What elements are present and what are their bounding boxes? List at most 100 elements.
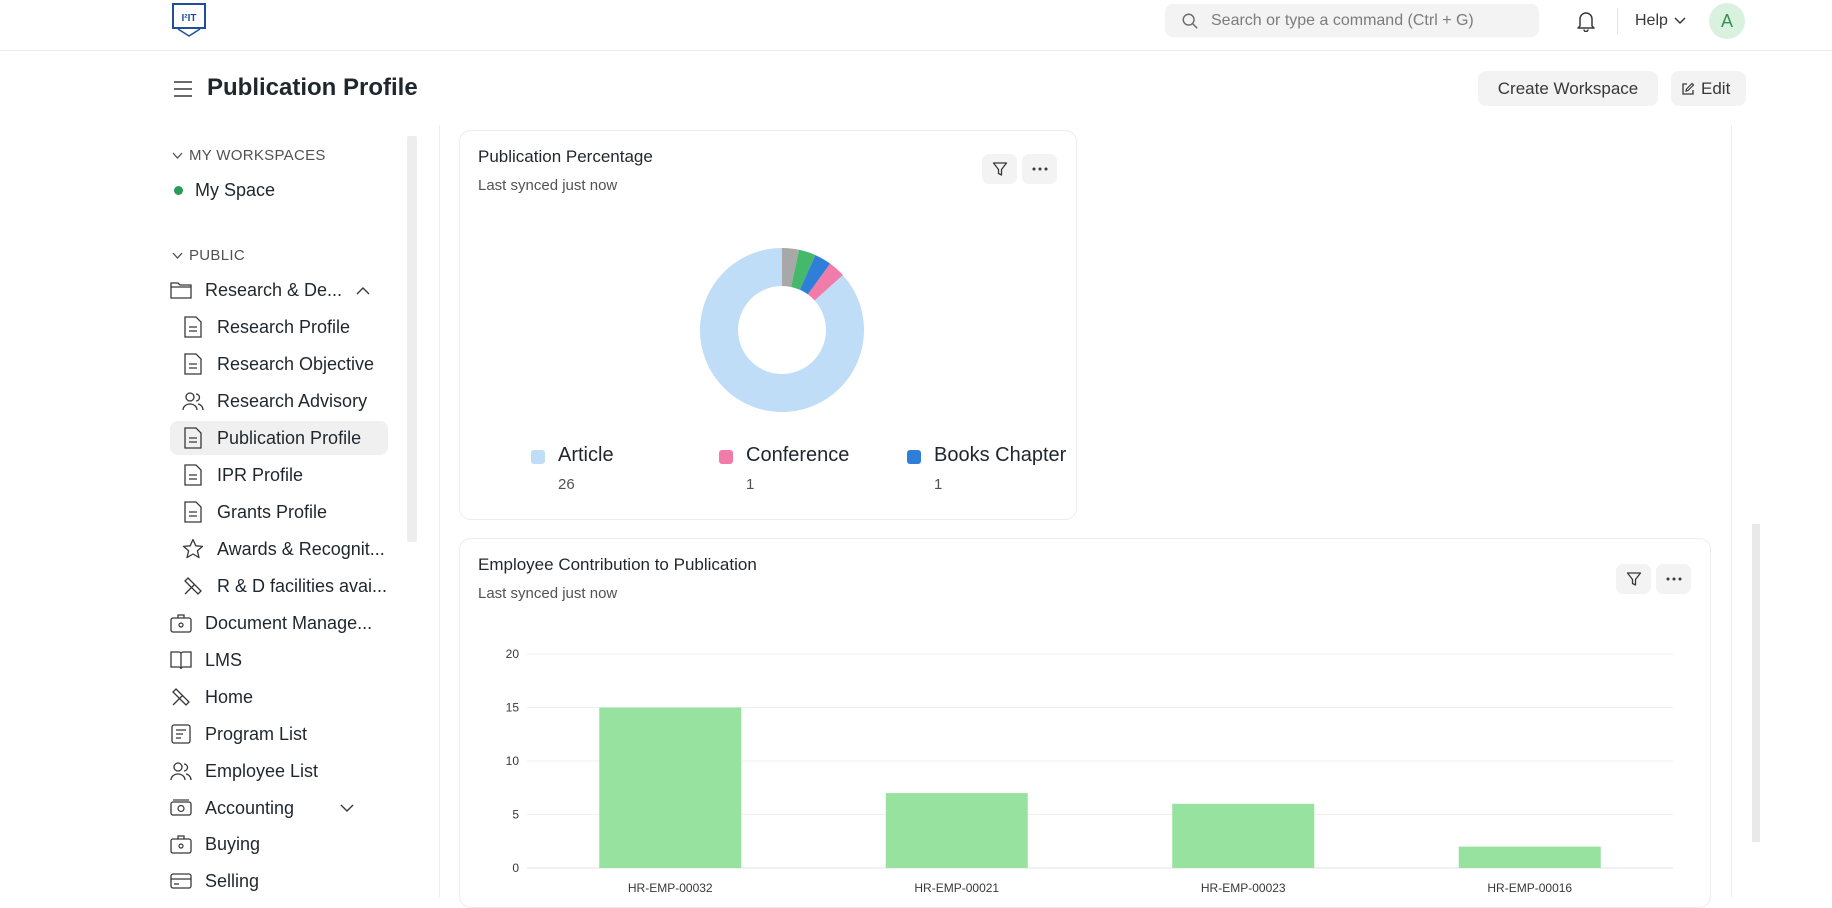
navbar-divider: [1617, 8, 1618, 34]
create-workspace-button[interactable]: Create Workspace: [1478, 71, 1658, 106]
file-icon: [182, 316, 204, 338]
search-placeholder[interactable]: Search or type a command (Ctrl + G): [1211, 11, 1474, 29]
workspace-dot-icon: [174, 185, 183, 195]
card-subtitle: Last synced just now: [478, 585, 618, 602]
sidebar-item-label: LMS: [205, 649, 243, 670]
chevron-up-icon[interactable]: [356, 286, 370, 295]
sidebar-item-label: Research Advisory: [217, 390, 368, 411]
sidebar-item-home[interactable]: Home: [170, 680, 253, 714]
card-icon: [170, 870, 192, 892]
edit-label: Edit: [1701, 78, 1731, 98]
sidebar-item-accounting[interactable]: Accounting: [170, 791, 410, 825]
sidebar: MY WORKSPACES My Space PUBLIC Research &…: [160, 125, 422, 897]
create-workspace-label: Create Workspace: [1497, 78, 1639, 98]
sidebar-item-publication-profile[interactable]: Publication Profile: [170, 421, 388, 455]
content-right-divider: [1731, 125, 1732, 897]
sidebar-item-document-management[interactable]: Document Manage...: [170, 606, 372, 640]
sidebar-item-label: My Space: [195, 179, 276, 200]
page-scrollbar[interactable]: [1752, 524, 1760, 842]
notification-bell-icon[interactable]: [1576, 10, 1596, 32]
y-tick-label: 10: [506, 754, 520, 768]
sidebar-item-label: IPR Profile: [217, 464, 304, 485]
sidebar-item-grants-profile[interactable]: Grants Profile: [170, 495, 327, 529]
y-tick-label: 5: [512, 808, 519, 822]
avatar-initial: A: [1720, 10, 1733, 31]
legend-value: 1: [746, 476, 755, 493]
sidebar-item-buying[interactable]: Buying: [170, 827, 260, 861]
sidebar-item-employee-list[interactable]: Employee List: [170, 754, 318, 788]
x-tick-label: HR-EMP-00016: [1487, 881, 1572, 895]
y-tick-label: 20: [506, 647, 520, 661]
sidebar-item-rd-facilities[interactable]: R & D facilities avai...: [170, 569, 387, 603]
filter-icon: [992, 162, 1007, 176]
user-avatar[interactable]: A: [1709, 3, 1745, 39]
users-icon: [170, 760, 192, 782]
help-label: Help: [1635, 12, 1668, 29]
publication-percentage-card: Publication Percentage Last synced just …: [459, 130, 1077, 520]
file-icon: [182, 501, 204, 523]
employee-contribution-bar-chart: 0 5 10 15 20 HR-EMP-00032 HR-EMP-00021 HR-EMP-0…: [506, 647, 1673, 895]
legend-label: Books Chapter: [934, 444, 1067, 466]
pie-slice-other-2[interactable]: [782, 248, 800, 287]
public-label: PUBLIC: [189, 247, 245, 264]
chevron-down-icon[interactable]: [340, 804, 354, 813]
bar-hr-emp-00021[interactable]: [885, 793, 1028, 868]
sidebar-item-selling[interactable]: Selling: [170, 864, 259, 897]
sidebar-item-lms[interactable]: LMS: [170, 643, 242, 677]
sidebar-item-label: Awards & Recognit...: [217, 538, 385, 559]
brand-logo[interactable]: I²IT: [172, 3, 206, 39]
bar-hr-emp-00016[interactable]: [1458, 846, 1601, 868]
more-options-button[interactable]: [1022, 154, 1057, 184]
chevron-down-icon: [172, 152, 183, 159]
pie-slice-other-1[interactable]: [791, 249, 816, 290]
more-options-button[interactable]: [1656, 564, 1691, 594]
sidebar-scrollbar[interactable]: [407, 136, 417, 542]
edit-button[interactable]: Edit: [1671, 71, 1746, 106]
filter-icon: [1626, 572, 1641, 586]
sidebar-item-label: Publication Profile: [217, 427, 362, 448]
tools-icon: [182, 575, 204, 597]
chevron-down-icon: [172, 252, 183, 259]
card-title: Publication Percentage: [478, 147, 653, 166]
legend-value: 26: [558, 476, 575, 493]
sidebar-item-ipr-profile[interactable]: IPR Profile: [170, 458, 303, 492]
sidebar-item-research-advisory[interactable]: Research Advisory: [170, 384, 367, 418]
sidebar-item-research-objective[interactable]: Research Objective: [170, 347, 374, 381]
pie-slice-article[interactable]: [700, 248, 864, 412]
x-tick-label: HR-EMP-00021: [914, 881, 999, 895]
card-title: Employee Contribution to Publication: [478, 555, 757, 574]
sidebar-item-label: R & D facilities avai...: [217, 575, 388, 596]
sidebar-divider: [439, 125, 440, 897]
sidebar-item-label: Program List: [205, 723, 308, 744]
sidebar-item-research-development[interactable]: Research & De...: [170, 273, 410, 307]
briefcase-icon: [170, 612, 192, 634]
list-icon: [170, 723, 192, 745]
pie-slice-conference[interactable]: [807, 263, 843, 301]
my-workspaces-header[interactable]: MY WORKSPACES: [172, 147, 326, 164]
help-dropdown[interactable]: Help: [1635, 12, 1686, 30]
y-tick-label: 0: [512, 861, 519, 875]
legend-label: Article: [558, 444, 614, 466]
chevron-down-icon: [1674, 17, 1686, 25]
sidebar-item-program-list[interactable]: Program List: [170, 717, 307, 751]
sidebar-item-my-space[interactable]: My Space: [170, 173, 275, 207]
pie-slice-books-chapter[interactable]: [799, 255, 831, 295]
hamburger-menu-icon[interactable]: [173, 80, 193, 98]
y-tick-label: 15: [506, 701, 520, 715]
search-bar[interactable]: Search or type a command (Ctrl + G): [1165, 4, 1539, 37]
bar-hr-emp-00032[interactable]: [599, 707, 742, 869]
sidebar-item-label: Buying: [205, 833, 261, 854]
card-subtitle: Last synced just now: [478, 177, 618, 194]
filter-button[interactable]: [1616, 564, 1651, 594]
star-icon: [182, 538, 204, 560]
sidebar-item-awards-recognition[interactable]: Awards & Recognit...: [170, 532, 385, 566]
x-tick-label: HR-EMP-00032: [628, 881, 713, 895]
sidebar-item-label: Accounting: [205, 797, 295, 818]
public-header[interactable]: PUBLIC: [172, 247, 245, 264]
logo-text: I²IT: [182, 13, 197, 24]
filter-button[interactable]: [982, 154, 1017, 184]
sidebar-item-research-profile[interactable]: Research Profile: [170, 310, 350, 344]
bar-hr-emp-00023[interactable]: [1172, 803, 1315, 868]
file-icon: [182, 353, 204, 375]
legend-label: Conference: [746, 444, 850, 466]
